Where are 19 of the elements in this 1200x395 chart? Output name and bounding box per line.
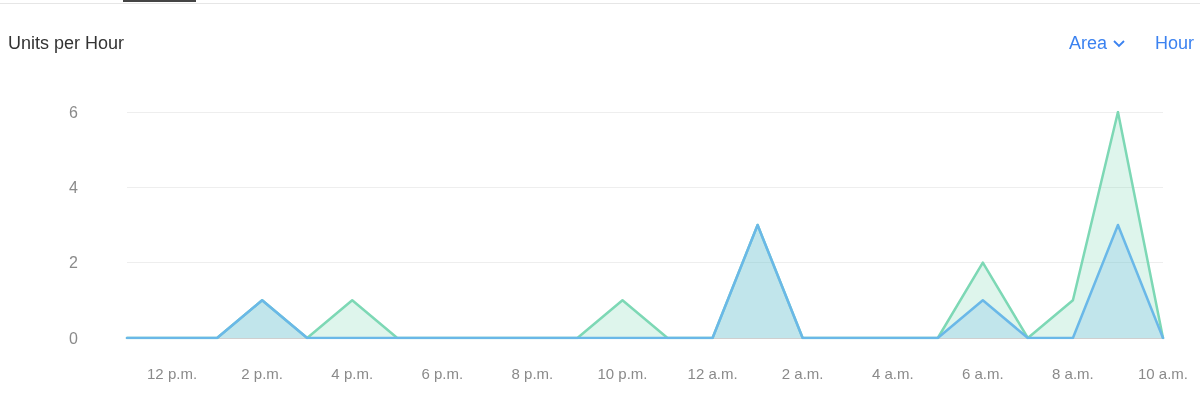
x-tick-label: 10 a.m. <box>1137 365 1189 382</box>
x-tick-label: 2 a.m. <box>781 365 824 382</box>
chart-title: Units per Hour <box>8 33 125 54</box>
y-tick-label: 0 <box>69 329 79 347</box>
x-tick-label: 8 p.m. <box>511 365 554 382</box>
y-tick-label: 4 <box>69 178 79 196</box>
x-tick-label: 6 a.m. <box>961 365 1004 382</box>
x-tick-label: 12 a.m. <box>687 365 738 382</box>
x-tick-label: 6 p.m. <box>421 365 464 382</box>
x-tick-label: 4 p.m. <box>331 365 374 382</box>
text: Area <box>1068 33 1107 54</box>
x-tick-label: 10 p.m. <box>597 365 648 382</box>
y-tick-label: 2 <box>69 254 79 272</box>
text: Hour <box>1154 33 1194 54</box>
y-tick-label: 6 <box>69 103 79 121</box>
x-tick-label: 8 a.m. <box>1052 365 1094 382</box>
x-tick-label: 12 p.m. <box>147 365 198 382</box>
x-tick-label: 4 a.m. <box>871 365 914 382</box>
x-tick-label: 2 p.m. <box>241 365 283 382</box>
